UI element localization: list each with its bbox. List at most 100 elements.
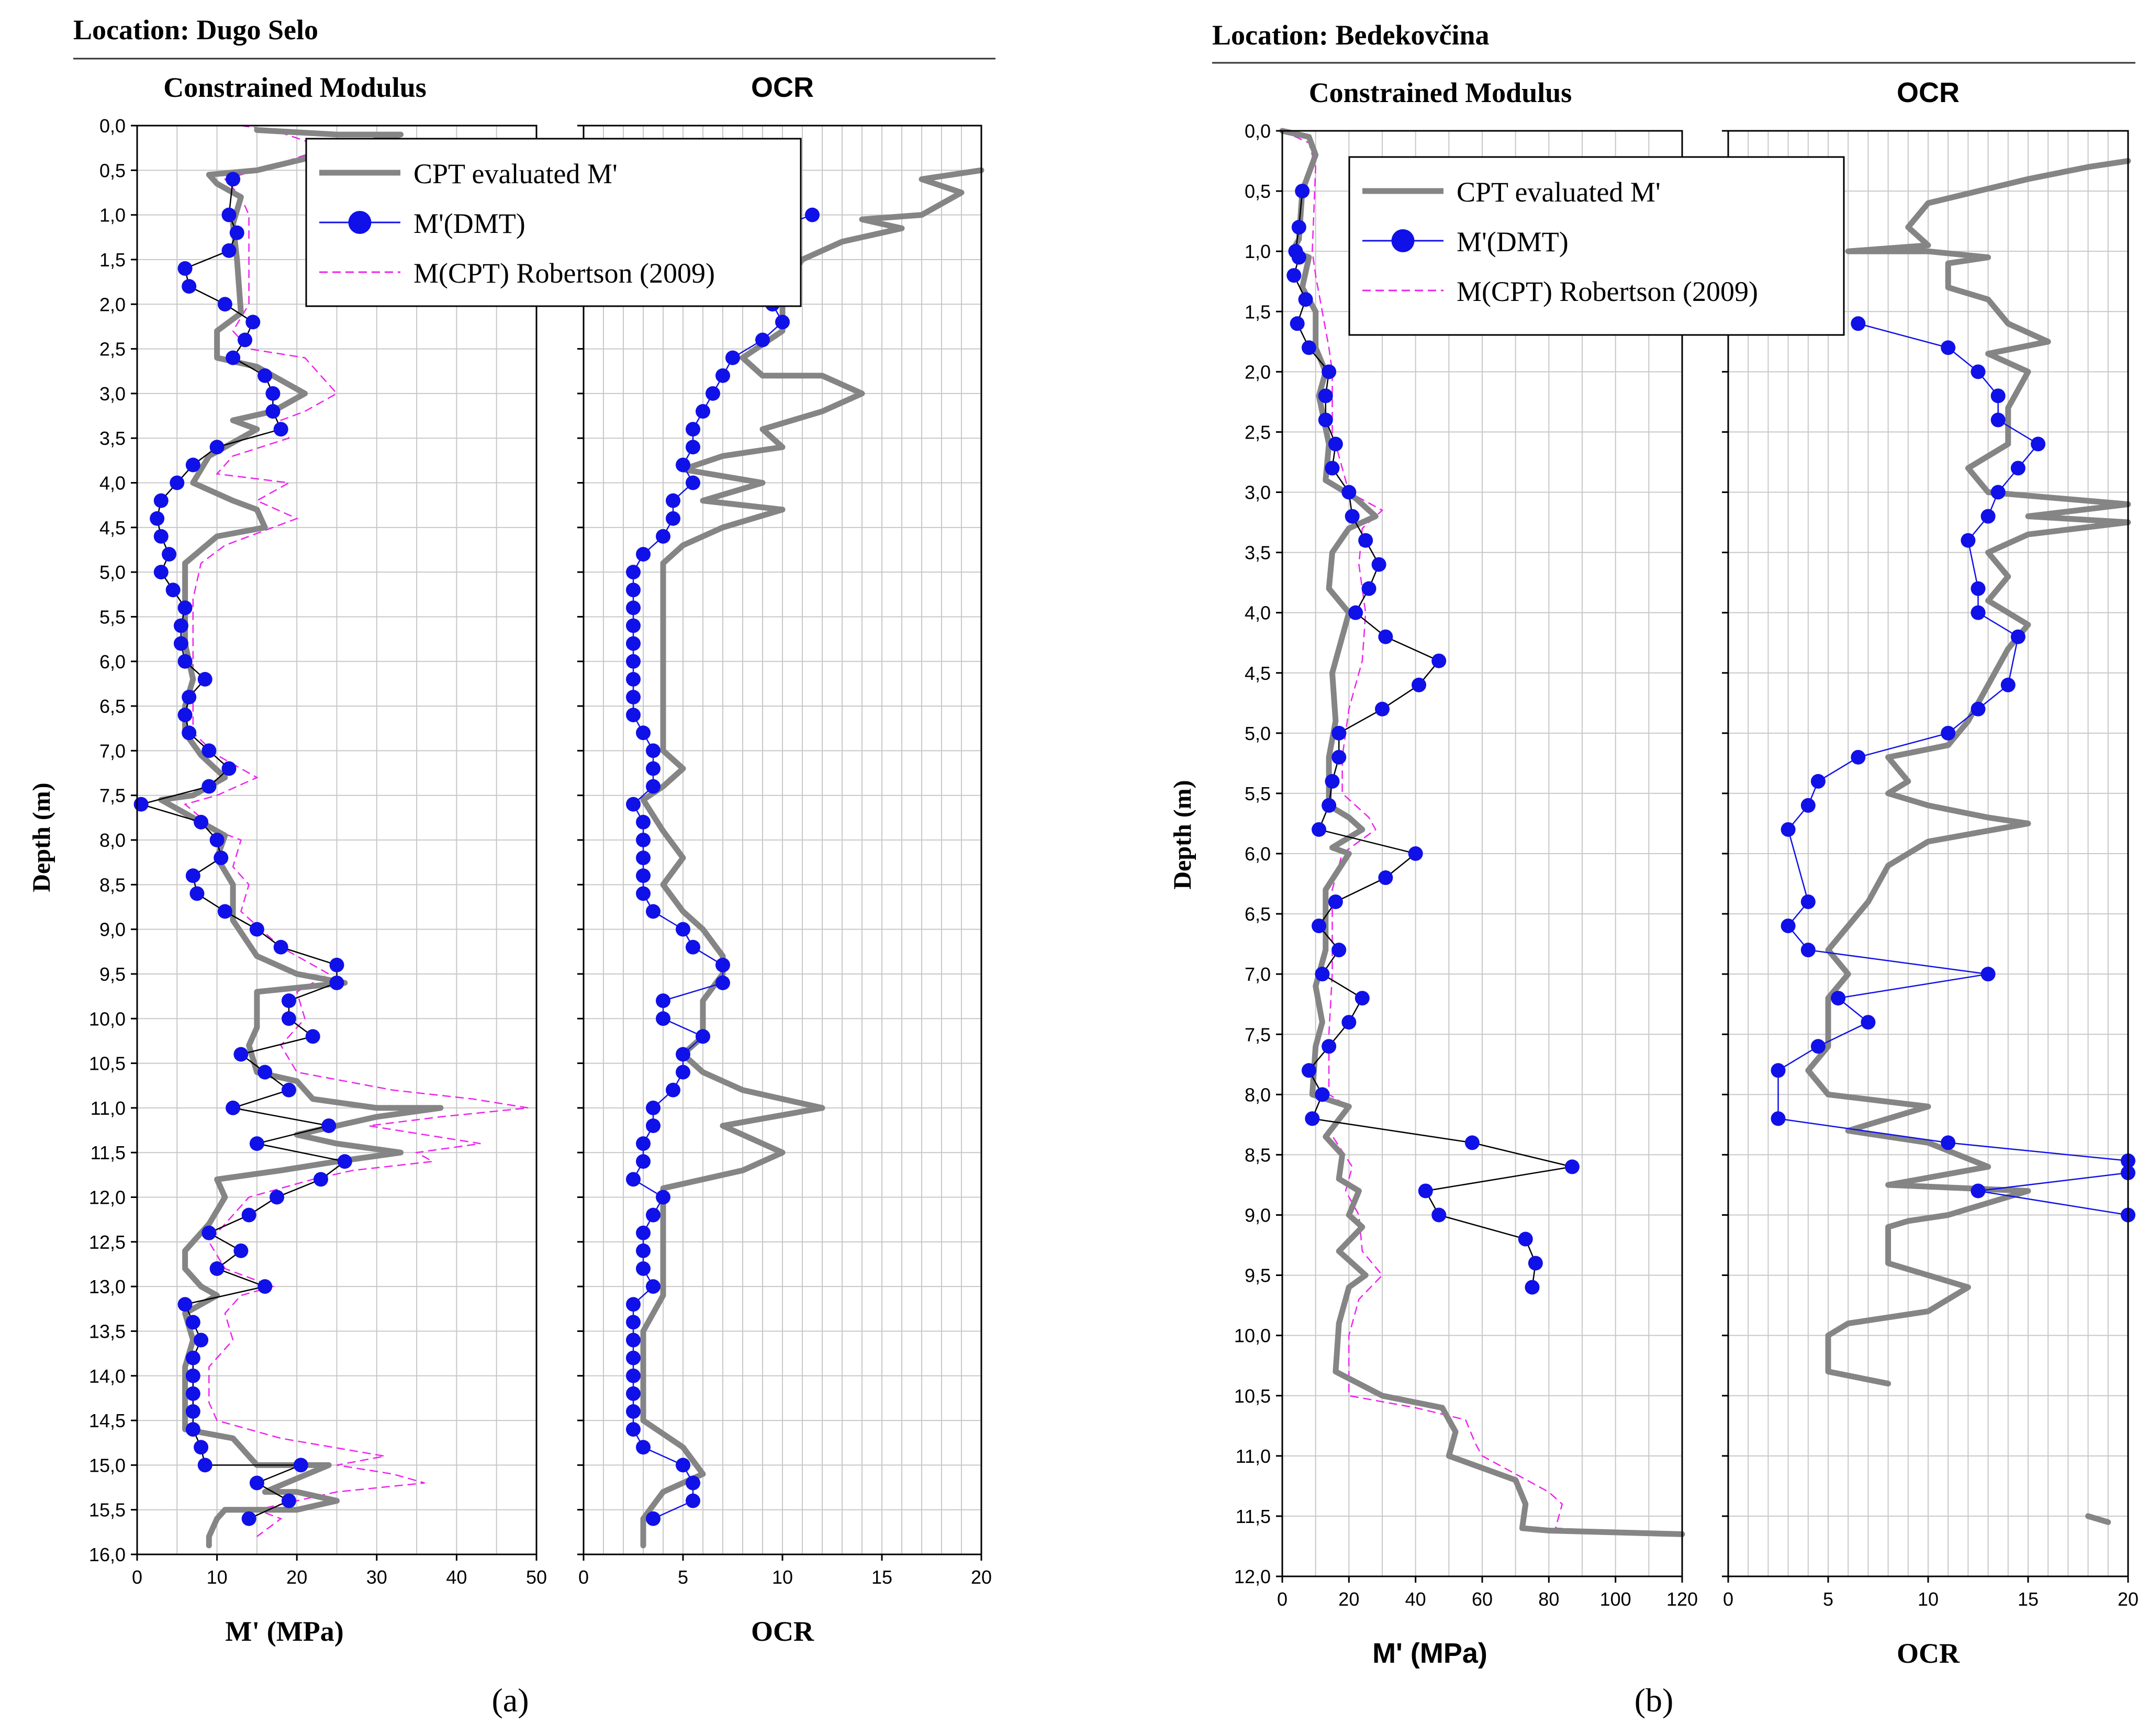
y-tick-label: 9,0 bbox=[99, 919, 126, 940]
dmt-point bbox=[1800, 798, 1816, 813]
y-tick-label: 3,0 bbox=[99, 383, 126, 405]
dmt-point bbox=[1941, 340, 1956, 355]
dmt-point bbox=[153, 493, 169, 508]
dmt-point bbox=[626, 583, 641, 598]
dmt-point bbox=[1318, 388, 1333, 404]
dmt-point bbox=[626, 1297, 641, 1312]
x-tick-label: 20 bbox=[2118, 1588, 2139, 1610]
x-tick-label: 15 bbox=[2018, 1588, 2039, 1610]
dmt-point bbox=[1771, 1111, 1786, 1126]
dmt-point bbox=[686, 475, 700, 490]
grid-b_ocr bbox=[1728, 130, 2129, 1577]
y-tick-label: 3,0 bbox=[1245, 482, 1271, 503]
dmt-point bbox=[241, 1511, 256, 1526]
y-tick-label: 3,5 bbox=[1245, 542, 1271, 564]
dmt-point bbox=[321, 1118, 337, 1133]
y-tick-label: 14,0 bbox=[89, 1365, 126, 1387]
dmt-point bbox=[245, 315, 261, 330]
y-tick-label: 7,0 bbox=[1245, 964, 1271, 985]
dmt-point bbox=[1318, 412, 1333, 428]
dmt-point bbox=[281, 993, 296, 1009]
x-tick-label: 0 bbox=[1277, 1588, 1288, 1610]
dmt-point bbox=[209, 440, 225, 455]
legend-label: M'(DMT) bbox=[1457, 226, 1569, 257]
dmt-point bbox=[636, 547, 651, 562]
dmt-point bbox=[273, 422, 288, 437]
y-tick-label: 6,5 bbox=[1245, 903, 1271, 925]
dmt-point bbox=[270, 1190, 285, 1205]
dmt-point bbox=[1295, 184, 1310, 199]
dmt-point bbox=[1781, 822, 1796, 837]
dmt-point bbox=[197, 671, 212, 687]
y-tick-label: 13,5 bbox=[89, 1320, 126, 1342]
dmt-point bbox=[229, 225, 244, 240]
legend-label: M'(DMT) bbox=[413, 208, 525, 239]
dmt-point bbox=[1971, 605, 1986, 620]
dmt-point bbox=[715, 976, 730, 990]
dmt-point bbox=[177, 600, 193, 615]
dmt-point bbox=[273, 939, 288, 955]
dmt-point bbox=[202, 1225, 217, 1240]
dmt-point bbox=[1361, 581, 1376, 596]
x-tick-label: 30 bbox=[366, 1566, 387, 1588]
dmt-point bbox=[1325, 774, 1340, 789]
dmt-point bbox=[202, 743, 217, 758]
y-tick-label: 2,0 bbox=[1245, 361, 1271, 383]
dmt-point bbox=[626, 654, 641, 669]
dmt-point bbox=[226, 1100, 241, 1115]
dmt-point bbox=[805, 207, 820, 222]
dmt-point bbox=[1315, 1087, 1330, 1102]
dmt-point bbox=[329, 976, 344, 990]
dmt-point bbox=[636, 1440, 651, 1455]
dmt-point bbox=[313, 1172, 328, 1187]
y-tick-label: 0,0 bbox=[99, 115, 126, 137]
dmt-point bbox=[676, 922, 690, 937]
dmt-point bbox=[258, 1065, 273, 1080]
chart-a-constrained-modulus: 0 10 20 30 40 50 0,0 0,5 1,0 1,5 2,0 2,5 3,0 3,5 4,0 4,… bbox=[89, 72, 547, 1647]
dmt-point bbox=[626, 1350, 641, 1365]
legend-label: CPT evaluated M' bbox=[413, 158, 618, 189]
dmt-point bbox=[646, 743, 661, 758]
dmt-point bbox=[177, 261, 193, 276]
dmt-point bbox=[646, 1100, 661, 1115]
dmt-point bbox=[696, 1029, 710, 1044]
dmt-point bbox=[1941, 725, 1956, 741]
location-label-b: Location: Bedekovčina bbox=[1212, 19, 1490, 51]
dmt-point bbox=[281, 1082, 296, 1097]
dmt-point bbox=[1810, 774, 1826, 789]
dmt-point bbox=[1961, 533, 1976, 548]
series-line-cpt bbox=[1805, 158, 2131, 1387]
dmt-point bbox=[265, 386, 281, 401]
dmt-point bbox=[1971, 701, 1986, 716]
dmt-point bbox=[153, 565, 169, 580]
y-tick-label: 1,0 bbox=[99, 205, 126, 226]
dmt-point bbox=[1315, 967, 1330, 982]
dmt-point bbox=[182, 690, 197, 704]
y-tick-label: 11,5 bbox=[91, 1142, 126, 1163]
dmt-point bbox=[1464, 1135, 1480, 1150]
y-tick-label: 10,5 bbox=[1234, 1385, 1271, 1407]
dmt-point bbox=[686, 1493, 700, 1508]
y-tick-label: 12,0 bbox=[89, 1187, 126, 1208]
dmt-point bbox=[337, 1154, 352, 1169]
x-axis-label: M' (MPa) bbox=[225, 1616, 343, 1647]
dmt-point bbox=[626, 565, 641, 580]
dmt-point bbox=[1328, 436, 1343, 452]
dmt-point bbox=[226, 172, 241, 187]
dmt-point bbox=[173, 636, 188, 651]
y-tick-label: 0,0 bbox=[1245, 120, 1271, 142]
dmt-point bbox=[165, 583, 181, 598]
dmt-point bbox=[686, 440, 700, 455]
x-tick-label: 5 bbox=[678, 1566, 688, 1588]
dmt-point bbox=[626, 1368, 641, 1383]
dmt-point bbox=[1990, 412, 2006, 428]
y-tick-label: 1,5 bbox=[99, 249, 126, 271]
dmt-point bbox=[636, 886, 651, 901]
dmt-point bbox=[1810, 1039, 1826, 1054]
x-tick-label: 20 bbox=[971, 1566, 992, 1588]
chart-b-ocr: 0 5 10 15 20 OCR OCR bbox=[1722, 77, 2139, 1669]
dmt-point bbox=[1980, 509, 1996, 524]
dmt-point bbox=[189, 886, 205, 901]
dmt-point bbox=[626, 600, 641, 615]
dmt-point bbox=[162, 547, 177, 562]
